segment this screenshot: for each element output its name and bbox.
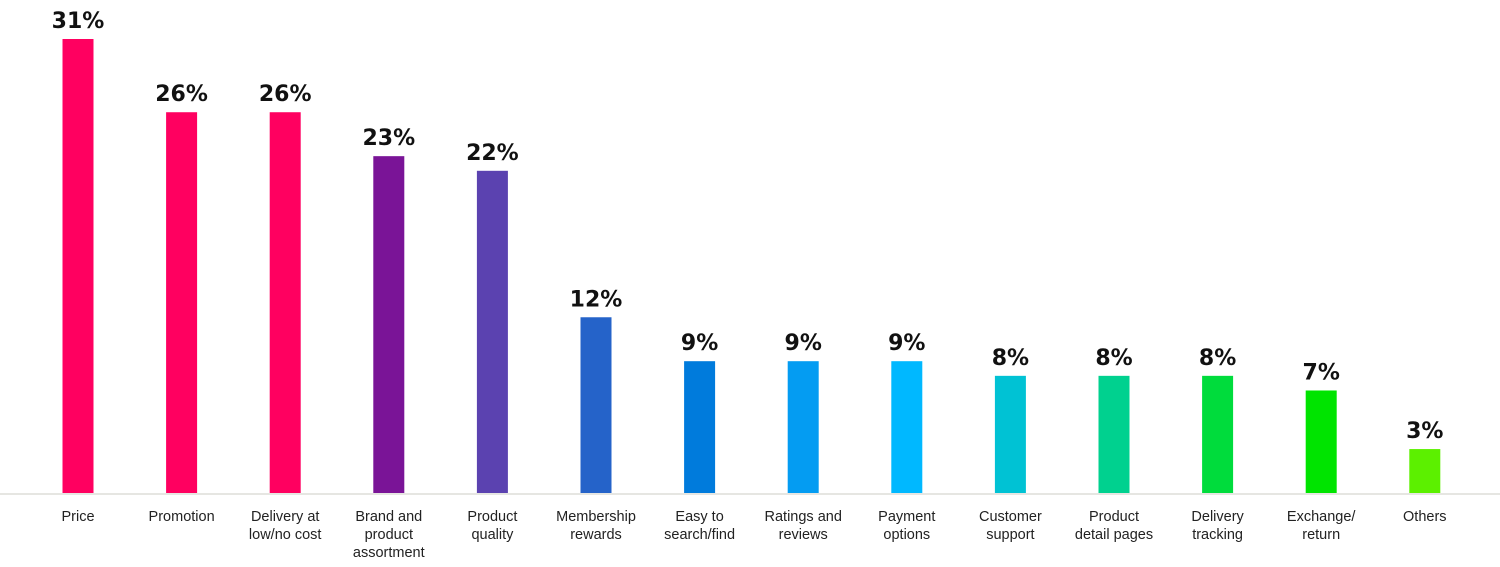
data-label: 7% [1303,360,1340,385]
bar [994,375,1026,493]
x-tick-label: Easy to search/find [664,509,735,543]
x-tick-label-line: rewards [570,527,622,543]
data-label: 9% [681,331,718,356]
x-tick-label-line: Delivery at [251,509,320,525]
x-tick-label: Ratings and reviews [765,509,842,543]
data-label: 8% [1199,346,1236,371]
x-tick-label-line: Membership [556,509,636,525]
bar [684,361,716,493]
x-tick-label: Price [61,509,94,525]
x-tick-label: Others [1403,509,1447,525]
data-label: 8% [1095,346,1132,371]
data-label: 9% [888,331,925,356]
bar [62,39,94,493]
x-tick-label-line: tracking [1192,527,1243,543]
x-tick-label-line: low/no cost [249,527,322,543]
bar [476,170,508,493]
bar [269,112,301,494]
bar [1409,449,1441,493]
bar [580,317,612,493]
data-label: 26% [155,82,208,107]
x-tick-label: Product quality [467,509,517,543]
bar [787,361,819,493]
x-tick-label: Promotion [149,509,215,525]
data-label: 31% [52,9,105,34]
bar [166,112,198,494]
x-tick-label: Membership rewards [556,509,636,543]
x-tick-label-line: Payment [878,509,935,525]
x-tick-label-line: Exchange/ [1287,509,1356,525]
data-label: 3% [1406,419,1443,444]
x-tick-label-line: Easy to [675,509,723,525]
x-tick-label-line: detail pages [1075,527,1153,543]
bar [891,361,923,493]
x-tick-label-line: return [1302,527,1340,543]
x-tick-label-line: reviews [779,527,828,543]
bar [1098,375,1130,493]
x-tick-label-line: search/find [664,527,735,543]
data-label: 22% [466,141,519,166]
x-tick-label-line: options [883,527,930,543]
x-tick-label-line: quality [471,527,514,543]
x-tick-label-line: Delivery [1191,509,1244,525]
bar [1202,375,1234,493]
bar [373,156,405,493]
x-tick-label: Delivery tracking [1191,509,1244,543]
x-tick-label-line: Promotion [149,509,215,525]
x-tick-label-line: assortment [353,545,425,561]
x-tick-label-line: product [365,527,413,543]
data-label: 26% [259,82,312,107]
x-tick-label-line: Customer [979,509,1042,525]
x-tick-label: Brand and product assortment [353,509,425,561]
x-tick-label: Exchange/return [1287,509,1356,543]
x-tick-label-line: Product [467,509,517,525]
bar [1305,390,1337,493]
x-tick-label: Delivery at low/no cost [249,509,322,543]
x-tick-label-line: Product [1089,509,1139,525]
data-label: 23% [362,126,415,151]
x-tick-label: Product detail pages [1075,509,1153,543]
x-tick-label-line: Price [61,509,94,525]
data-label: 8% [992,346,1029,371]
x-tick-label: Payment options [878,509,935,543]
x-tick-label-line: Others [1403,509,1447,525]
x-tick-label-line: Brand and [355,509,422,525]
x-tick-label: Customer support [979,509,1042,543]
data-label: 9% [785,331,822,356]
x-tick-label-line: support [986,527,1034,543]
x-tick-label-line: Ratings and [765,509,842,525]
data-label: 12% [570,287,623,312]
